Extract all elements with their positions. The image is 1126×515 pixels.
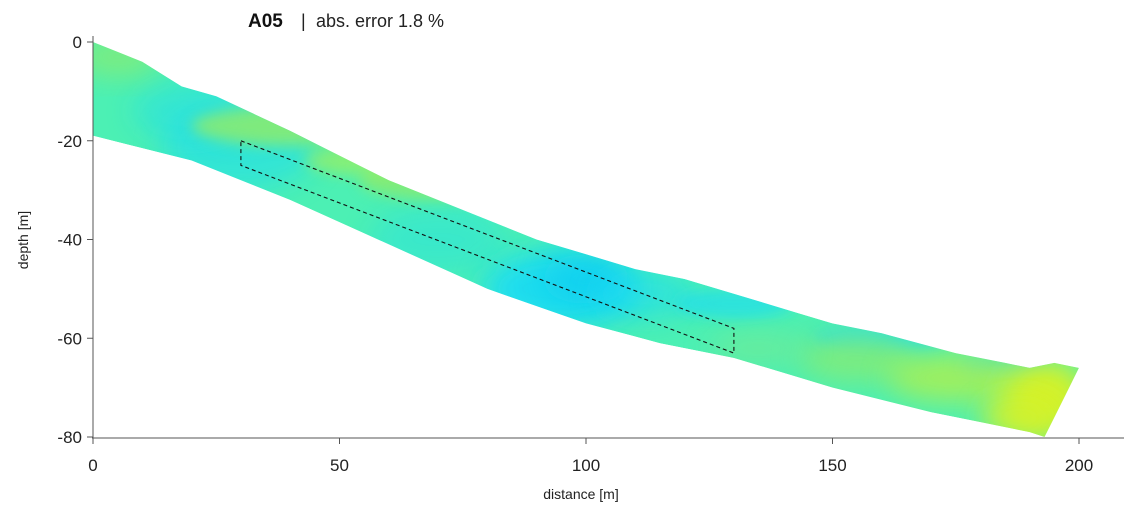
section-color-patch <box>73 37 162 77</box>
x-tick-label: 150 <box>818 456 846 475</box>
x-tick-label: 0 <box>88 456 97 475</box>
x-tick-label: 50 <box>330 456 349 475</box>
section-color-patch <box>305 146 423 176</box>
x-tick-label: 200 <box>1065 456 1093 475</box>
y-tick-label: -20 <box>57 132 82 151</box>
chart-subtitle: abs. error 1.8 % <box>316 11 444 31</box>
y-tick-label: -40 <box>57 231 82 250</box>
chart-title: A05 | abs. error 1.8 % <box>248 11 444 32</box>
section-color-patch <box>675 289 793 319</box>
section-fill <box>73 37 1089 437</box>
section-color-patch <box>359 161 517 201</box>
y-axis-label: depth [m] <box>15 211 31 269</box>
y-tick-label: -60 <box>57 329 82 348</box>
section-color-patch <box>192 106 389 146</box>
section-color-patch <box>596 269 695 318</box>
y-tick-label: -80 <box>57 428 82 447</box>
section-color-patch <box>709 333 808 363</box>
chart-title-id: A05 <box>248 11 283 32</box>
resistivity-section <box>73 37 1089 437</box>
y-tick-label: 0 <box>73 33 82 52</box>
chart-title-separator: | <box>301 11 306 31</box>
section-color-patch <box>980 398 1059 438</box>
x-tick-label: 100 <box>572 456 600 475</box>
x-axis-label: distance [m] <box>543 486 618 502</box>
